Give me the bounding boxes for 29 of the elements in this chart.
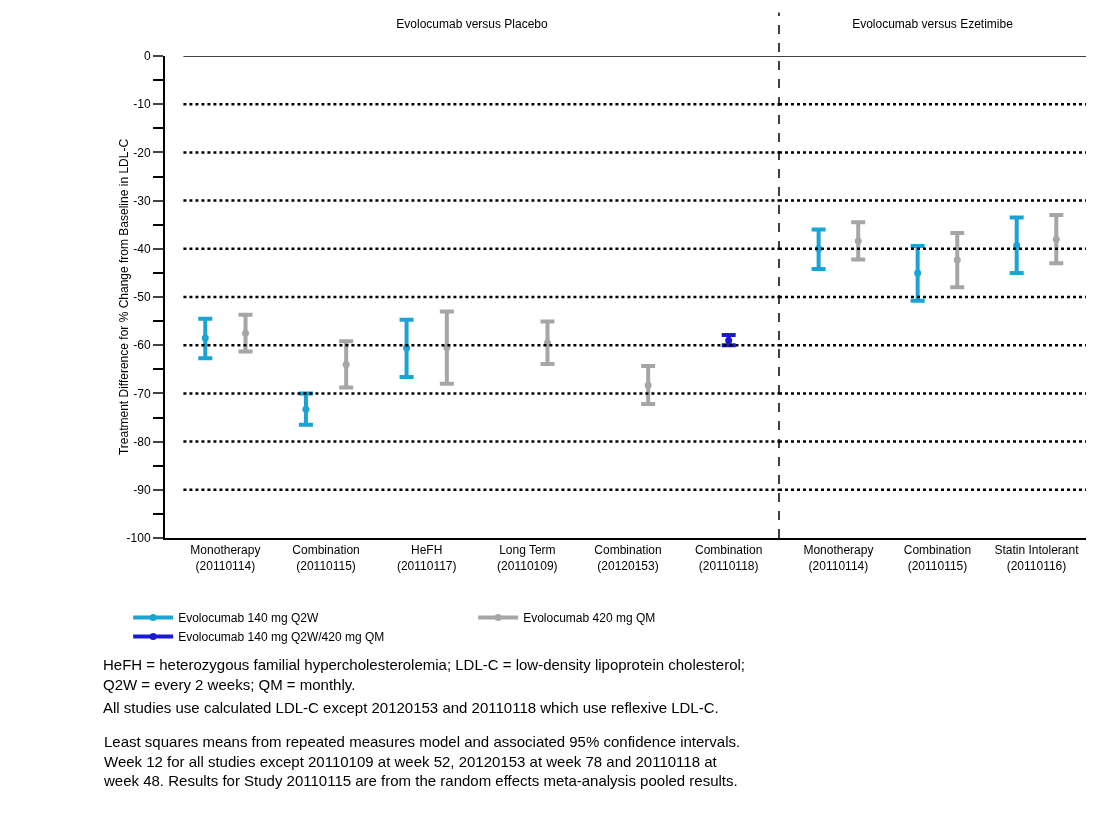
y-tick-label: -60: [133, 338, 151, 353]
y-tick-label: -20: [133, 145, 151, 160]
x-tick-label: Statin Intolerant (20110116): [994, 543, 1080, 573]
y-tick-label: -40: [133, 242, 151, 256]
text: All studies use calculated LDL-C except 20120153 and 20110118 which use reflexive LDL-C.: [103, 699, 719, 716]
chart-title: Evolocumab versus Placebo: [396, 17, 549, 31]
y-tick-label: -80: [133, 434, 151, 449]
chart-title: Evolocumab versus Ezetimibe: [852, 17, 1014, 31]
x-tick-label: Monotherapy (20110114): [190, 543, 261, 573]
legend-label: Evolocumab 140 mg Q2W/420 mg QM: [178, 630, 385, 645]
y-tick-label: -30: [133, 193, 151, 208]
y-tick-label: -90: [133, 483, 151, 497]
x-tick-label: Monotherapy (20110114): [803, 543, 874, 573]
x-tick-label: Combination (20110118): [694, 543, 763, 573]
y-tick-label: -70: [133, 386, 151, 401]
x-tick-label: Combination (20120153): [594, 543, 662, 573]
x-tick-label: Combination (20110115): [292, 543, 360, 573]
legend-label: Evolocumab 420 mg QM: [523, 611, 656, 626]
text: Least squares means from repeated measures model and associated 95% confidence intervals. Week 12 for all studies except 20110109 at week 52, 20120153 at week 78 and 20110118 at week 48. Results for Study 20110115 are from the random effects meta-analysis pooled results.: [103, 733, 741, 789]
y-axis-title: Treatment Difference for % Change from Baseline in LDL-C: [117, 138, 132, 456]
y-tick-label: -100: [126, 531, 151, 546]
text: HeFH = heterozygous familial hypercholesterolemia; LDL-C = low-density lipoprotein cholesterol; Q2W = every 2 weeks; QM = monthly.: [103, 656, 745, 693]
y-tick-label: -10: [133, 97, 151, 112]
x-tick-label: Long Term (20110109): [497, 543, 558, 573]
x-tick-label: HeFH (20110117): [396, 543, 457, 573]
y-tick-label: -50: [133, 290, 151, 305]
y-tick-label: 0: [143, 49, 151, 64]
legend-label: Evolocumab 140 mg Q2W: [178, 611, 319, 626]
x-tick-label: Combination (20110115): [903, 543, 972, 573]
